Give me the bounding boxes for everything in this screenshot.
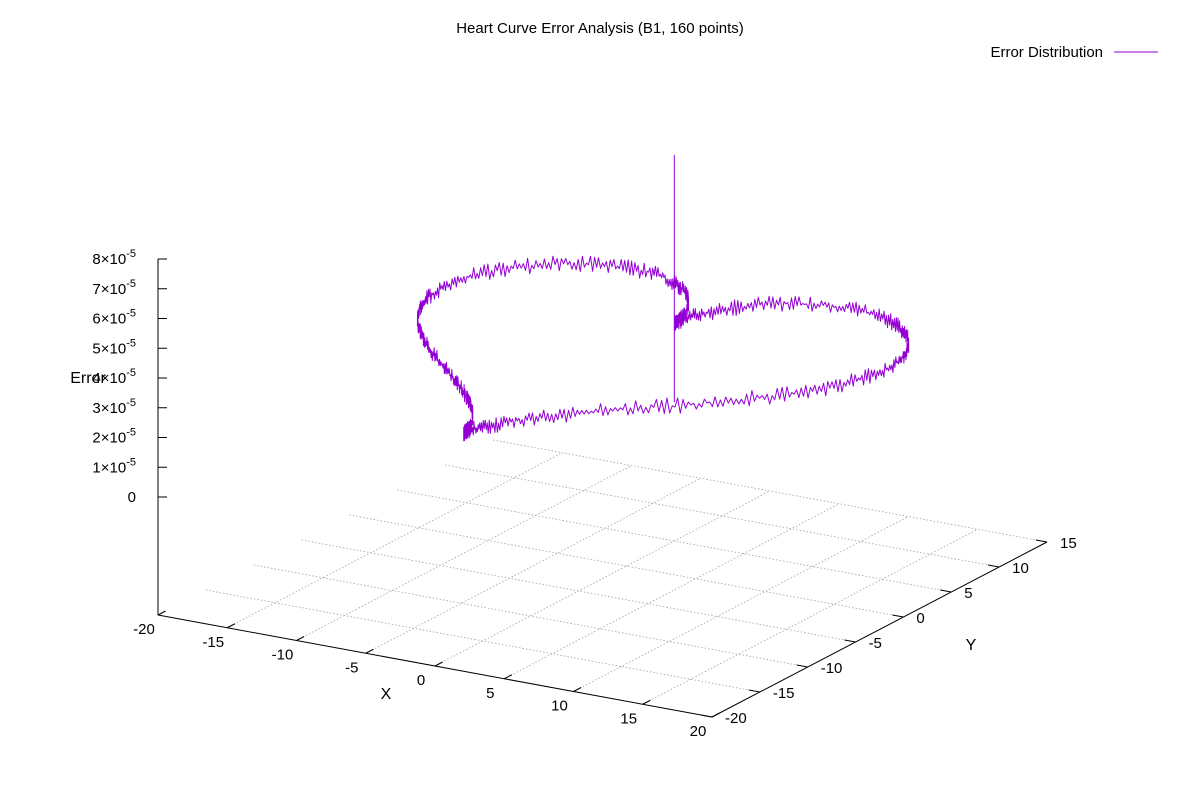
y-tick-label: 15: [1060, 535, 1077, 552]
y-tick-mark: [892, 614, 904, 618]
x-tick-label: 15: [620, 710, 637, 727]
grid-line-x: [227, 452, 563, 629]
grid-line-y: [205, 589, 760, 693]
x-tick-mark: [504, 674, 513, 680]
x-tick-label: 20: [690, 723, 707, 740]
floor-grid: [205, 439, 1048, 718]
x-tick-mark: [711, 712, 720, 718]
y-tick-mark: [796, 664, 808, 668]
z-tick-label: 5×10-5: [92, 337, 136, 357]
z-tick-label: 3×10-5: [92, 397, 136, 417]
grid-line-y: [397, 489, 952, 593]
y-tick-mark: [940, 589, 952, 593]
series-line-error-distribution: [416, 154, 910, 442]
x-tick-mark: [157, 610, 166, 616]
z-tick-label: 2×10-5: [92, 427, 136, 447]
grid-line-x: [365, 477, 701, 654]
chart-title: Heart Curve Error Analysis (B1, 160 poin…: [456, 20, 744, 37]
y-axis-line: [711, 541, 1048, 718]
grid-line-x: [296, 465, 632, 641]
grid-line-y: [301, 539, 856, 643]
x-tick-label: -15: [202, 634, 224, 651]
z-tick-exponent: -5: [126, 248, 136, 260]
y-axis-ticks: -20 -15 -10 -5 0 5 10 15: [700, 535, 1077, 727]
x-tick-label: -5: [345, 659, 358, 676]
z-tick-label: 1×10-5: [92, 456, 136, 476]
z-tick-exponent: -5: [126, 367, 136, 379]
z-tick-exponent: -5: [126, 397, 136, 409]
grid-line-y: [253, 564, 808, 668]
z-axis-label: Error: [70, 370, 106, 387]
y-tick-label: -20: [725, 710, 747, 727]
z-tick-exponent: -5: [126, 337, 136, 349]
y-tick-label: 10: [1012, 560, 1029, 577]
y-tick-label: -5: [869, 635, 882, 652]
y-tick-mark: [987, 564, 1000, 568]
z-tick-exponent: -5: [126, 427, 136, 439]
grid-line-y: [445, 464, 1000, 568]
z-tick-label: 8×10-5: [92, 248, 136, 268]
x-tick-label: -10: [272, 647, 294, 664]
y-tick-label: -15: [773, 685, 795, 702]
y-tick-mark: [844, 639, 856, 643]
z-tick-exponent: -5: [126, 456, 136, 468]
y-axis-label: Y: [966, 637, 977, 654]
grid-line-x: [504, 503, 840, 680]
x-tick-label: 0: [417, 672, 425, 689]
grid-line-x: [573, 516, 909, 692]
y-tick-mark: [1035, 539, 1048, 543]
x-tick-label: 5: [486, 685, 494, 702]
z-tick-exponent: -5: [126, 278, 136, 290]
x-tick-mark: [227, 623, 236, 629]
x-tick-label: -20: [133, 621, 155, 638]
grid-line-x: [642, 528, 978, 705]
y-tick-mark: [700, 714, 713, 718]
z-tick-label: 4×10-5: [92, 367, 136, 387]
grid-line-y: [349, 514, 904, 618]
x-tick-label: 10: [551, 698, 568, 715]
x-axis-ticks: -20 -15 -10 -5 0 5 10 15 20: [133, 610, 720, 740]
grid-line-x: [434, 490, 771, 667]
z-tick-exponent: -5: [126, 308, 136, 320]
grid-line-y: [492, 439, 1048, 543]
y-tick-label: 5: [964, 585, 972, 602]
y-tick-label: 0: [916, 610, 924, 627]
x-tick-mark: [296, 636, 305, 641]
legend: Error Distribution: [990, 44, 1158, 61]
z-axis-ticks: 8×10-5 7×10-5 6×10-5 5×10-5 4×10-5 3×10-5 2×10…: [92, 248, 167, 506]
x-axis-label: X: [381, 686, 392, 703]
x-tick-mark: [642, 699, 651, 705]
z-tick-label: 0: [128, 489, 136, 506]
z-tick-label: 7×10-5: [92, 278, 136, 298]
x-tick-mark: [365, 648, 374, 654]
x-tick-mark: [573, 687, 582, 692]
y-tick-label: -10: [821, 660, 843, 677]
legend-label-error-distribution: Error Distribution: [990, 44, 1103, 61]
x-tick-mark: [434, 661, 443, 667]
y-tick-mark: [748, 689, 760, 693]
z-tick-label: 6×10-5: [92, 308, 136, 328]
